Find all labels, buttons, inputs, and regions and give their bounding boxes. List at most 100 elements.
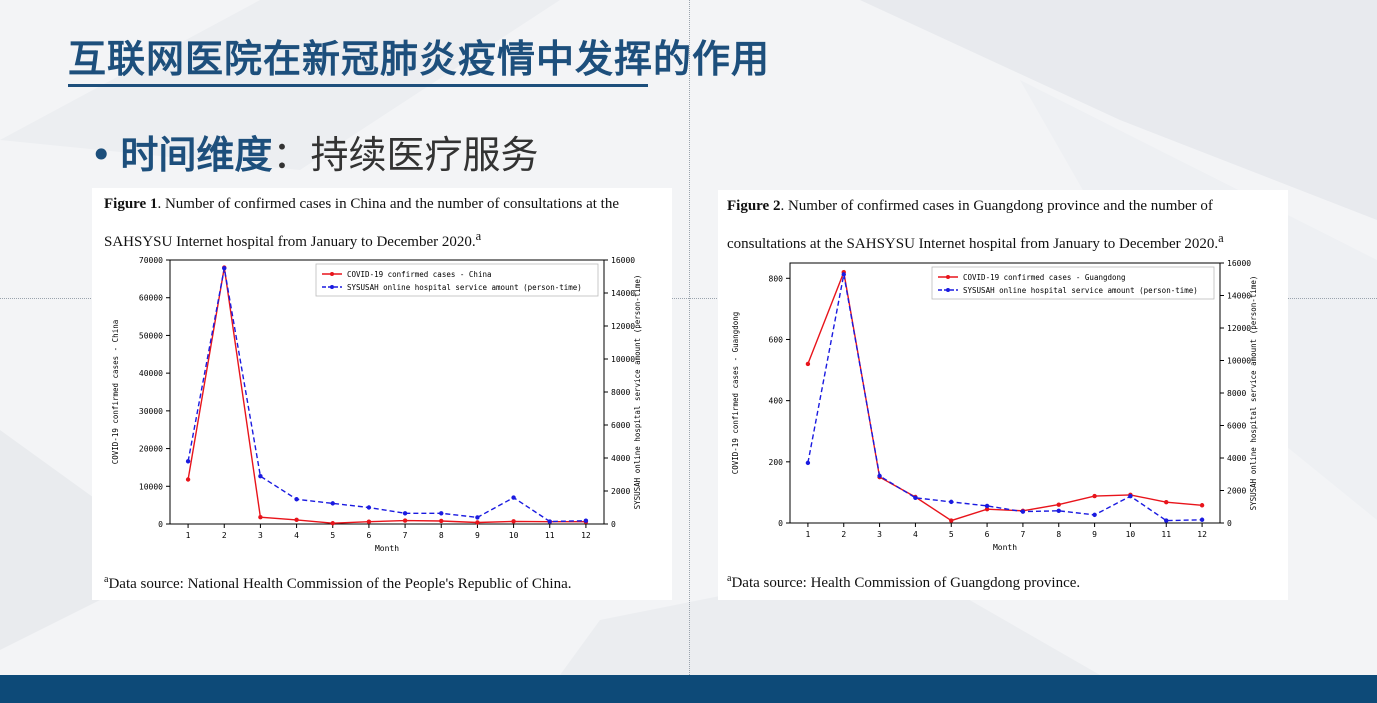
chart2-xtick-label: 10 [1126, 530, 1136, 539]
chart2-legend-box [931, 266, 1215, 300]
figure-2-caption-label: Figure 2 [727, 198, 781, 214]
chart1-y2tick-label: 12000 [611, 322, 635, 331]
chart2-series-cases-point [1199, 503, 1205, 508]
figure-1-source: aData source: National Health Commission… [104, 574, 571, 593]
chart1-ytick-label: 40000 [139, 369, 163, 378]
chart1-series-cases-point [366, 519, 372, 524]
chart2-legend-label: COVID-19 confirmed cases - Guangdong [963, 273, 1126, 282]
chart1-xlabel: Month [375, 544, 399, 553]
chart2-xtick-label: 1 [806, 530, 811, 539]
chart1-series-service-point [258, 473, 263, 479]
chart1-xtick-label: 12 [581, 531, 591, 540]
chart2-xtick-label: 3 [877, 530, 882, 539]
chart1-series-cases-line [187, 267, 586, 524]
chart2-series-service-point [949, 499, 954, 505]
chart2-xtick-label: 9 [1092, 530, 1097, 539]
chart2-series-service-point [913, 495, 918, 501]
chart1-legend-marker [330, 285, 334, 289]
chart2-y2label: SYSUSAH online hospital service amount (… [1249, 276, 1258, 511]
chart1-series-service-point [475, 515, 480, 520]
figure-1-panel: Figure 1. Number of confirmed cases in C… [92, 188, 672, 600]
chart1-series-service-point [185, 459, 191, 464]
chart1-series-service-point [511, 495, 516, 500]
chart2-ytick-label: 0 [778, 519, 783, 528]
chart2-y2tick-label: 16000 [1227, 259, 1251, 268]
guide-line-vertical [689, 0, 690, 703]
chart1-xtick-label: 3 [258, 531, 263, 540]
figure-1-chart: 0 10000 20000 30000 40000 50000 60000 70000 0 200… [111, 256, 642, 553]
chart2-series-service-point [1164, 518, 1169, 523]
figure-1-caption-sup: a [475, 229, 482, 243]
chart1-ytick-label: 20000 [139, 445, 163, 454]
chart1-xtick-label: 2 [222, 531, 227, 540]
chart2-y2tick-label: 8000 [1227, 389, 1246, 398]
chart1-series-service-point [402, 511, 408, 516]
chart2-xtick-label: 6 [985, 530, 990, 539]
chart1-ytick-label: 60000 [139, 294, 163, 303]
chart1-series-service-point [439, 511, 444, 516]
figure-2-caption-text: . Number of confirmed cases in Guangdong… [727, 198, 1219, 252]
chart2-xtick-label: 12 [1197, 530, 1207, 539]
chart2-y2tick-label: 0 [1227, 519, 1232, 528]
chart2-series-cases-point [1056, 502, 1061, 507]
chart1-legend-marker [330, 272, 334, 276]
chart2-series-service-point [984, 503, 990, 509]
chart2-legend-marker [946, 288, 950, 292]
chart1-y2tick-label: 0 [611, 520, 616, 529]
chart2-xtick-label: 2 [841, 530, 846, 539]
figure-2-source: aData source: Health Commission of Guang… [727, 573, 1080, 592]
chart1-legend-box [315, 263, 599, 297]
chart1-xtick-label: 5 [330, 531, 335, 540]
chart2-series-cases-point [1092, 493, 1097, 499]
chart2-series-service-point [1092, 512, 1097, 518]
chart1-y2tick-label: 16000 [611, 256, 635, 265]
figure-2-source-sup: a [727, 573, 732, 584]
chart2-series-cases-point [805, 361, 811, 367]
chart1-series-cases-point [258, 515, 263, 520]
chart1-series-cases-point [511, 519, 516, 524]
chart2-xtick-label: 11 [1161, 530, 1171, 539]
bullet-icon: • [90, 133, 113, 177]
figure-2-caption-sup: a [1218, 231, 1224, 245]
chart1-legend-label: SYSUSAH online hospital service amount (… [347, 283, 582, 292]
chart1-xtick-label: 4 [294, 531, 299, 540]
chart1-y2tick-label: 6000 [611, 421, 630, 430]
figure-1-source-text: Data source: National Health Commission … [108, 576, 572, 592]
chart1-ytick-label: 30000 [139, 407, 163, 416]
chart1-ytick-label: 10000 [139, 482, 163, 491]
slide-title: 互联网医院在新冠肺炎疫情中发挥的作用 [68, 37, 771, 81]
figure-1-source-sup: a [104, 574, 109, 585]
chart1-xtick-label: 7 [403, 531, 408, 540]
chart2-series-cases-point [949, 518, 954, 523]
figure-2-panel: Figure 2. Number of confirmed cases in G… [718, 190, 1288, 600]
chart1-y2tick-label: 8000 [611, 388, 630, 397]
chart1-series-service-line [187, 268, 586, 523]
chart2-series-service-point [1020, 509, 1026, 514]
chart2-xtick-label: 4 [913, 530, 918, 539]
chart2-series-service-point [1056, 508, 1061, 514]
subtitle-strong: 时间维度 [120, 133, 273, 177]
chart2-ytick-label: 600 [769, 335, 784, 344]
footer-bar [0, 675, 1377, 703]
chart1-series-service-point [222, 266, 227, 271]
chart1-series-cases-point [439, 518, 444, 524]
guide-line-horizontal [0, 298, 1377, 299]
figure-1-caption-text: . Number of confirmed cases in China and… [104, 196, 620, 250]
figure-2-caption: Figure 2. Number of confirmed cases in G… [727, 190, 1279, 260]
chart1-y2tick-label: 4000 [611, 454, 630, 463]
figure-2-source-text: Data source: Health Commission of Guangd… [731, 575, 1081, 591]
chart2-ylabel: COVID-19 confirmed cases - Guangdong [731, 312, 740, 475]
figure-2-chart: 0200400600800020004000600080001000012000… [731, 259, 1258, 552]
chart2-xlabel: Month [993, 543, 1017, 552]
chart1-series-cases-point [185, 477, 191, 482]
chart1-ytick-label: 50000 [139, 331, 163, 340]
chart1-xtick-label: 1 [186, 531, 191, 540]
chart1-plot-frame [169, 259, 605, 525]
chart2-series-cases-line [807, 269, 1203, 522]
chart2-y2tick-label: 14000 [1227, 292, 1251, 301]
chart1-y2tick-label: 14000 [611, 289, 635, 298]
chart1-xtick-label: 11 [545, 531, 555, 540]
subtitle: • 时间维度：持续医疗服务 [90, 124, 538, 179]
chart1-series-cases-point [402, 518, 408, 523]
chart2-ytick-label: 400 [769, 397, 784, 406]
